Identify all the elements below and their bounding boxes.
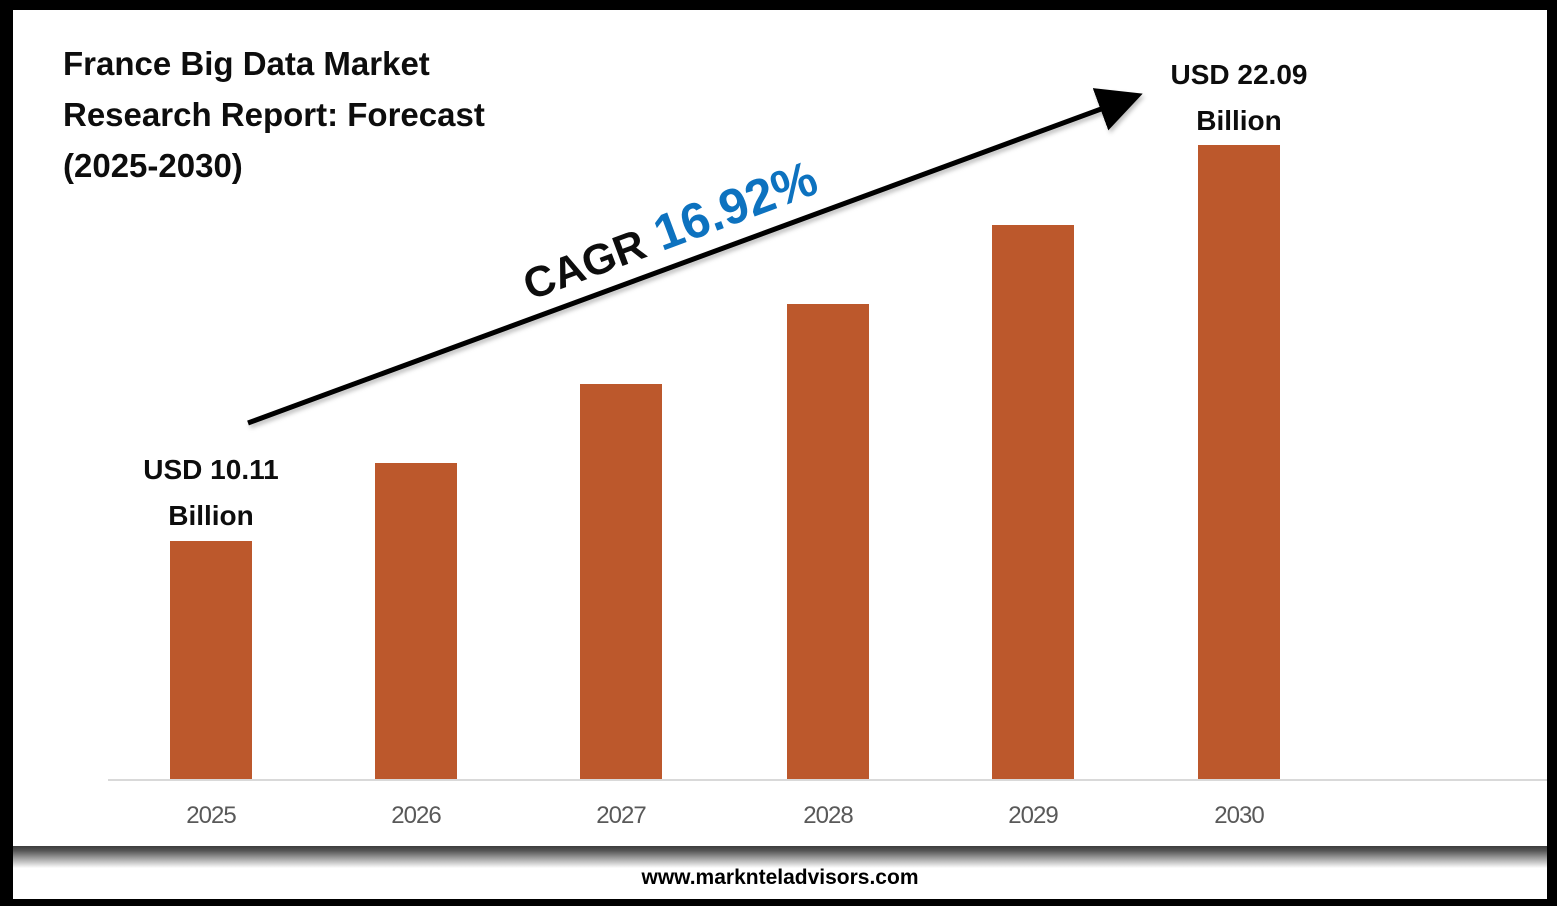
value-callout-2030: USD 22.09 Billion [1099, 52, 1379, 144]
chart-canvas: France Big Data Market Research Report: … [13, 10, 1547, 899]
x-axis-label-2026: 2026 [391, 802, 441, 829]
bar-2030 [1198, 145, 1280, 780]
x-axis-label-2030: 2030 [1214, 802, 1264, 829]
value-callout-2025-line1: USD 10.11 [143, 454, 279, 485]
footer-divider [13, 846, 1547, 872]
bar-2026 [375, 463, 457, 780]
chart-title-line3: (2025-2030) [63, 147, 243, 184]
value-callout-2030-line2: Billion [1196, 105, 1282, 136]
chart-title-line1: France Big Data Market [63, 45, 430, 82]
bar-plot: 2025 2026 2027 2028 2029 2030 [13, 10, 1547, 899]
bar-2028 [787, 304, 869, 780]
value-callout-2025-line2: Billion [168, 500, 254, 531]
x-axis-label-2029: 2029 [1008, 802, 1058, 829]
bar-2025 [170, 541, 252, 780]
x-axis-label-2027: 2027 [596, 802, 646, 829]
value-callout-2025: USD 10.11 Billion [71, 447, 351, 539]
x-axis-line [108, 779, 1547, 781]
value-callout-2030-line1: USD 22.09 [1170, 59, 1308, 90]
bar-2029 [992, 225, 1074, 780]
bar-2027 [580, 384, 662, 780]
footer-website: www.marknteladvisors.com [641, 866, 919, 889]
x-axis-label-2025: 2025 [186, 802, 236, 829]
x-axis-label-2028: 2028 [803, 802, 853, 829]
